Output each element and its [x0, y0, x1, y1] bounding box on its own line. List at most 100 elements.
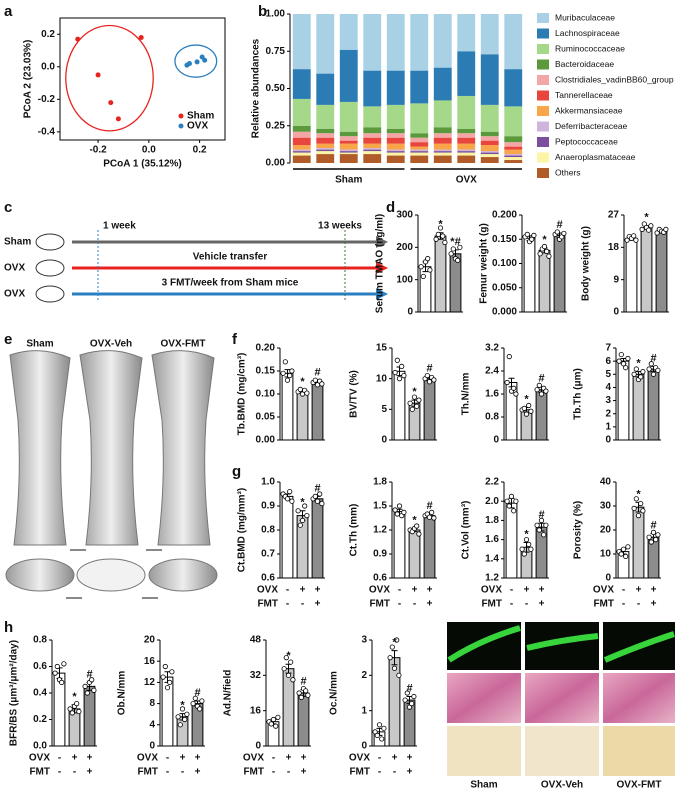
point	[401, 372, 407, 379]
bar-segment	[386, 104, 405, 129]
y-tick-label: 6	[605, 356, 611, 367]
point	[76, 708, 82, 715]
legend-swatch	[537, 152, 549, 163]
design-mark: +	[286, 753, 292, 764]
bar-segment	[433, 143, 452, 150]
point	[312, 493, 318, 499]
image-label: Sham	[470, 780, 497, 791]
point	[513, 391, 519, 397]
bar-segment	[292, 155, 311, 163]
image-label: OVX-Veh	[541, 780, 583, 791]
y-tick-label: 0	[407, 307, 413, 318]
design-mark: +	[87, 753, 93, 764]
y-tick-label: 2.4	[485, 366, 499, 377]
point	[296, 690, 302, 696]
point	[506, 503, 512, 509]
point	[285, 672, 292, 678]
point	[164, 685, 171, 691]
significance: *	[636, 488, 641, 500]
point	[506, 354, 512, 360]
x-axis-label: PCoA 1 (35.12%)	[103, 159, 182, 170]
significance: #	[650, 520, 656, 532]
y-axis-label: PCoA 2 (23.03%)	[23, 40, 34, 119]
point	[194, 59, 200, 65]
bar-segment	[292, 152, 311, 156]
point	[531, 232, 537, 238]
point	[284, 377, 291, 383]
design-label: OVX	[593, 585, 614, 596]
bar-segment	[433, 100, 452, 128]
bar-segment	[363, 137, 382, 144]
bar-segment	[292, 14, 311, 70]
point	[409, 700, 415, 707]
error-bar	[391, 650, 398, 666]
point	[169, 669, 175, 675]
bar-segment	[316, 149, 335, 152]
y-tick-label: 0	[361, 741, 367, 752]
trap-image	[603, 726, 675, 776]
histology-images	[447, 622, 675, 776]
significance: *#	[450, 236, 460, 248]
point	[59, 679, 65, 686]
y-tick-label: 15	[376, 343, 388, 354]
significance: *	[72, 691, 77, 703]
design-mark: -	[286, 599, 289, 610]
point	[289, 498, 295, 504]
y-axis-label: Tb.Th (μm)	[573, 368, 584, 420]
design-mark: +	[180, 753, 186, 764]
point	[283, 655, 289, 661]
point	[273, 723, 279, 729]
bar-segment	[457, 133, 476, 138]
point	[304, 512, 310, 519]
point	[374, 732, 380, 739]
point	[182, 716, 188, 723]
arrow-label: Vehicle transfer	[193, 252, 268, 263]
design-mark: +	[651, 599, 657, 610]
he-image	[447, 673, 521, 723]
label-band	[526, 633, 599, 651]
bar-segment	[363, 149, 382, 152]
bar-segment	[339, 143, 358, 150]
y-tick-label: 2	[605, 408, 611, 419]
point	[523, 411, 530, 417]
bar-segment	[410, 133, 429, 138]
significance: *	[644, 212, 649, 224]
design-label: OVX	[29, 753, 50, 764]
bar-segment	[363, 127, 382, 134]
y-tick-label: 1.2	[373, 525, 387, 536]
bar-segment	[363, 148, 382, 150]
legend-marker	[178, 123, 184, 129]
design-mark: -	[393, 767, 396, 778]
point	[653, 536, 659, 543]
point	[624, 237, 630, 243]
group-label: Sham	[335, 175, 362, 186]
point	[394, 637, 400, 643]
design-mark: +	[301, 753, 307, 764]
point	[287, 488, 293, 495]
design-mark: +	[315, 599, 321, 610]
bar	[311, 382, 324, 441]
bar	[423, 378, 436, 441]
y-axis-label: Porosity (%)	[573, 501, 584, 559]
legend-label: Akkermansiaceae	[555, 105, 623, 115]
design-mark: -	[166, 767, 169, 778]
bar-segment	[363, 106, 382, 128]
point	[534, 522, 540, 528]
y-tick-label: 2.0	[485, 496, 499, 507]
design-mark: -	[287, 767, 290, 778]
y-tick-label: 0.00	[266, 158, 286, 169]
group-ellipse	[65, 24, 154, 132]
design-mark: -	[73, 767, 76, 778]
design-mark: -	[378, 767, 381, 778]
point	[450, 246, 456, 252]
bar-segment	[339, 140, 358, 144]
significance: #	[300, 676, 306, 688]
point	[554, 229, 560, 235]
group-ellipse	[174, 44, 218, 78]
bar	[388, 657, 401, 747]
arrow-head	[376, 262, 388, 274]
y-tick-label: 4	[149, 719, 155, 730]
point	[523, 536, 530, 543]
point	[435, 231, 441, 237]
point	[440, 233, 446, 239]
